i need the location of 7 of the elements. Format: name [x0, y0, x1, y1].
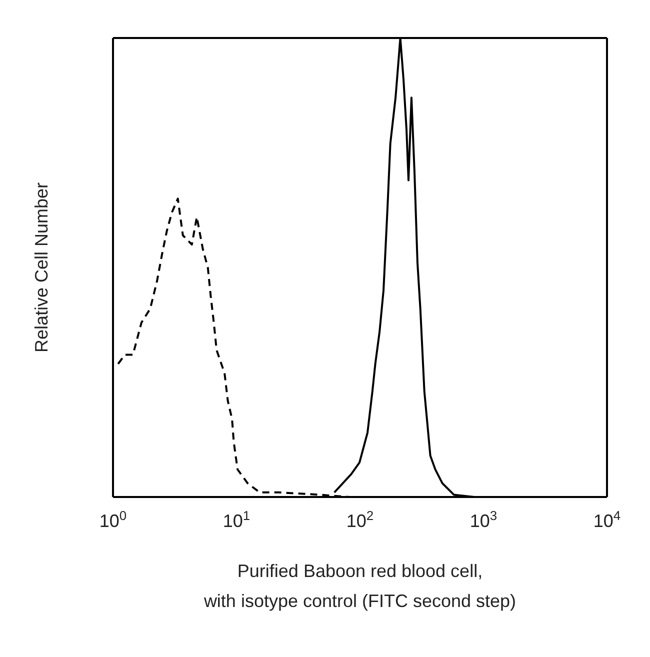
- x-tick-label: 10$^{0}$: [99, 508, 127, 531]
- x-tick-label: 10$^{2}$: [346, 508, 374, 531]
- x-axis-title: Purified Baboon red blood cell, with isotype control (FITC second step): [202, 561, 516, 611]
- x-tick-label: 10$^{3}$: [470, 508, 498, 531]
- y-axis-title: Relative Cell Number: [31, 182, 52, 353]
- x-tick-label: 10$^{4}$: [593, 508, 621, 531]
- x-tick-label: 10$^{1}$: [222, 508, 250, 531]
